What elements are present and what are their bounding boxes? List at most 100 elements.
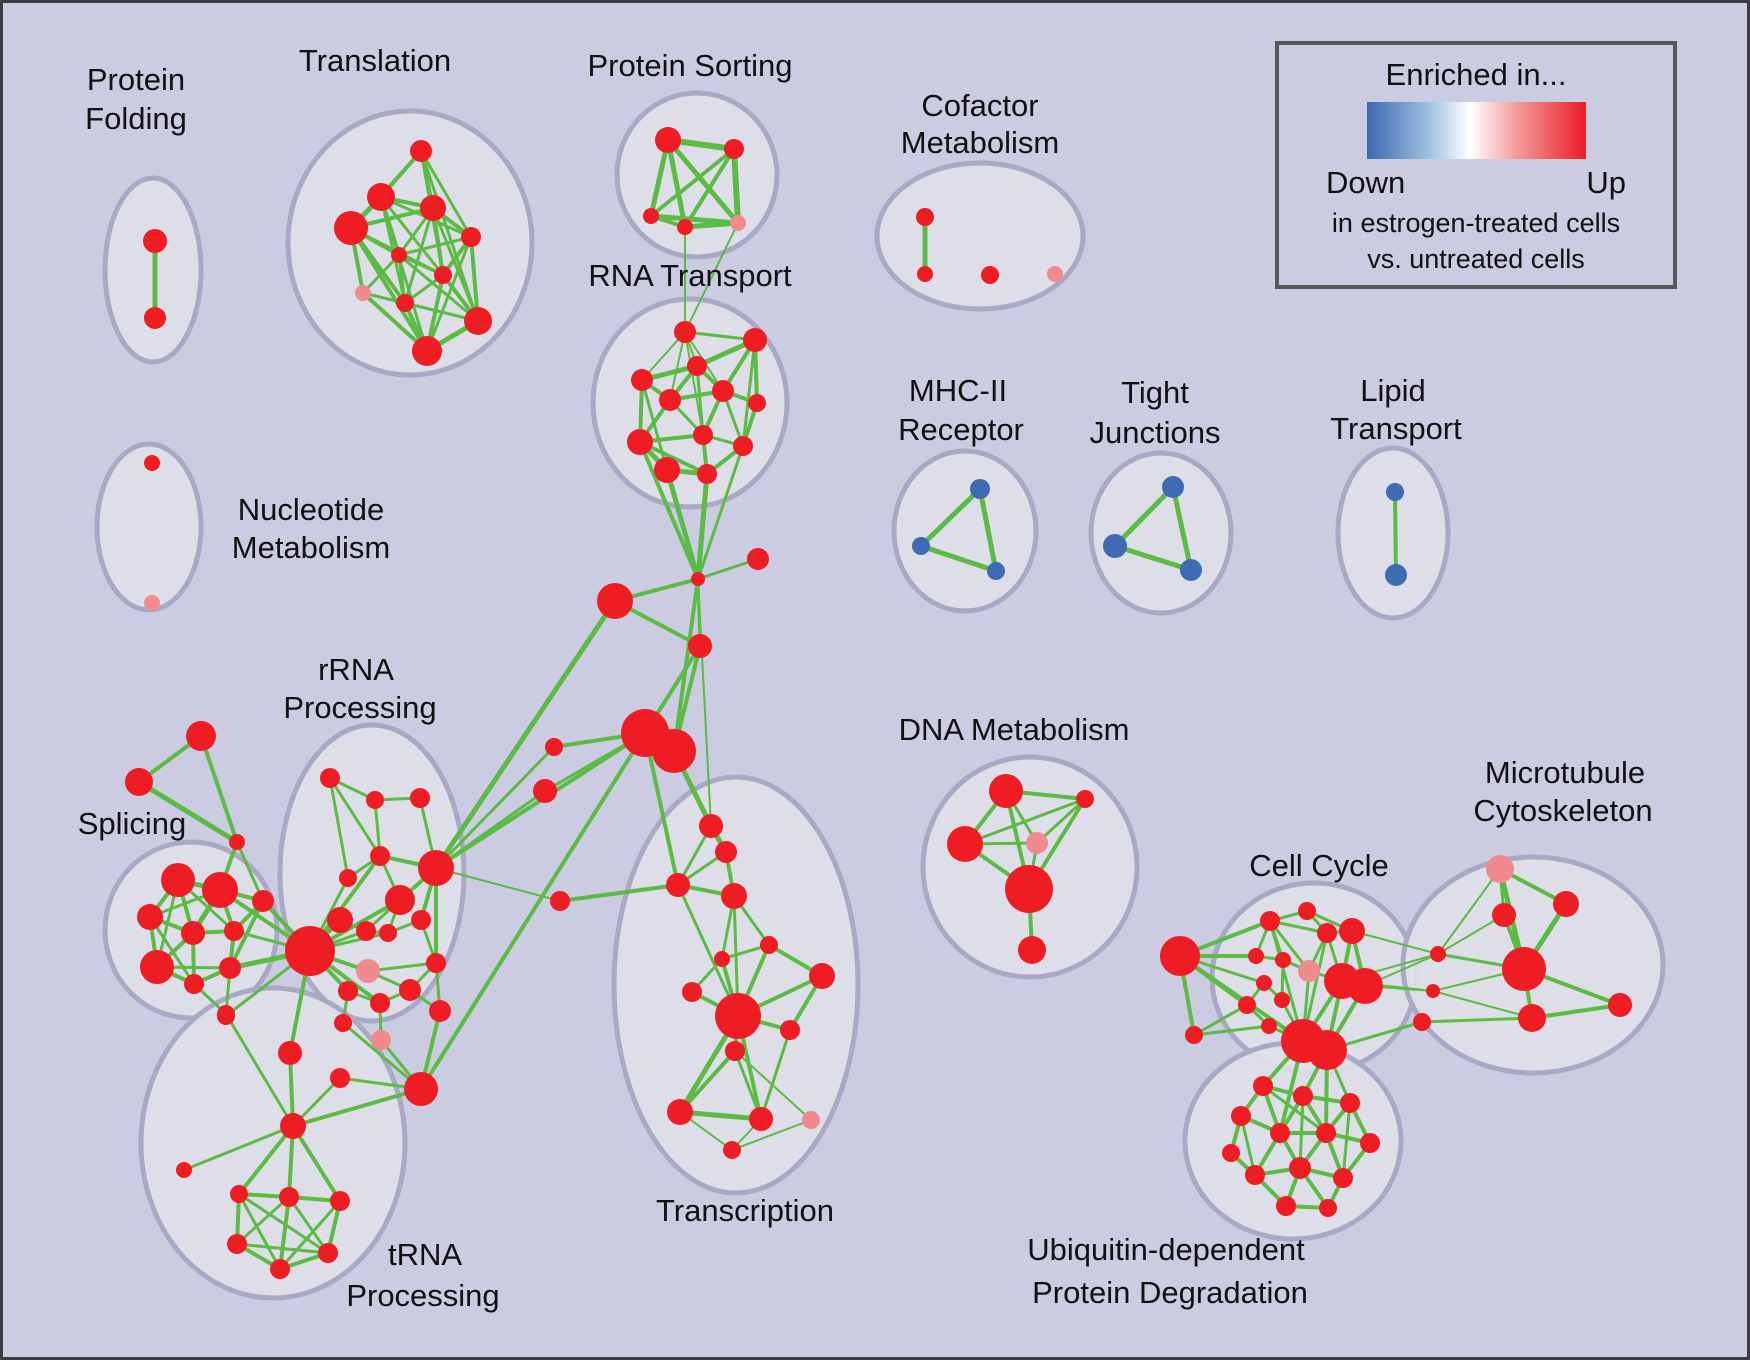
node-r14: [370, 993, 390, 1013]
edge-t1-t10: [419, 149, 480, 323]
edge-tn3-tn5: [235, 1195, 291, 1246]
node-tc5: [714, 951, 730, 967]
node-tn7: [318, 1243, 338, 1263]
node-pf2: [144, 307, 166, 329]
cluster-label-dna-metabolism: DNA Metabolism: [899, 712, 1130, 747]
edge-c2-c14: [1192, 1003, 1249, 1037]
node-tc10: [780, 1020, 800, 1040]
node-ps4: [677, 219, 693, 235]
node-c7: [1248, 948, 1264, 964]
node-c5: [1317, 923, 1337, 943]
node-r12: [356, 959, 380, 983]
node-u5: [1270, 1123, 1290, 1143]
cluster-label-rrna-processing-line2: Processing: [283, 690, 436, 725]
edge-ps1-ps5: [665, 137, 741, 226]
node-tc2: [715, 841, 737, 863]
edge-rt11-j1: [664, 467, 701, 582]
node-t7: [434, 266, 452, 284]
node-t11: [412, 336, 442, 366]
cluster-label-mhc-ii-receptor-line2: Receptor: [898, 412, 1024, 447]
node-c15: [1261, 1018, 1277, 1034]
node-d2: [1076, 790, 1094, 808]
edge-hs-r6: [434, 745, 556, 870]
node-d3: [947, 826, 983, 862]
edge-r6-mb1: [433, 598, 618, 871]
node-c13: [1274, 992, 1290, 1008]
edge-hub1-tc3: [643, 731, 680, 887]
node-m6: [1430, 946, 1446, 962]
network-canvas: Protein Folding Translation Protein Sorting…: [78, 43, 1666, 1313]
node-d1: [989, 774, 1023, 808]
node-tc8: [682, 982, 702, 1002]
edge-t3-t11: [349, 226, 429, 353]
node-r10: [379, 924, 397, 942]
edge-tc11-tc13: [733, 1049, 763, 1121]
node-rt12: [697, 464, 717, 484]
node-rt7: [748, 394, 766, 412]
cluster-label-microtubule-cytoskeleton-line1: Microtubule: [1485, 755, 1645, 790]
edge-ps2-ps5: [731, 146, 741, 226]
node-t4: [420, 195, 446, 221]
node-t9: [396, 294, 414, 312]
node-t5: [461, 227, 481, 247]
node-r16: [426, 953, 446, 973]
node-sp3: [137, 904, 163, 930]
edge-ps1-ps4: [665, 137, 688, 230]
edge-mh1-mh2: [918, 486, 983, 549]
node-tc15: [723, 1141, 741, 1159]
cluster-label-cofactor-metabolism-line2: Metabolism: [901, 125, 1060, 160]
node-sp8: [219, 957, 241, 979]
node-u7: [1360, 1133, 1380, 1153]
node-rt9: [627, 429, 653, 455]
edge-tj1-tj3: [1170, 484, 1194, 573]
edge-t6-t8: [361, 253, 401, 295]
cluster-label-rrna-processing-line1: rRNA: [318, 652, 394, 687]
node-tc6: [760, 936, 778, 954]
cluster-label-microtubule-cytoskeleton-line2: Cytoskeleton: [1473, 793, 1652, 828]
node-c6: [1339, 918, 1365, 944]
legend-color-gradient: [1366, 102, 1586, 159]
node-rt10: [733, 436, 753, 456]
node-rt11: [654, 457, 680, 483]
cluster-label-mhc-ii-receptor-line1: MHC-II: [909, 373, 1007, 408]
cluster-ellipse-mhc-ii-receptor: [891, 448, 1039, 614]
node-sp5: [224, 921, 244, 941]
edge-r1-r5: [328, 776, 350, 880]
legend-down-label: Down: [1326, 165, 1406, 200]
node-u11: [1333, 1168, 1353, 1188]
node-hs: [545, 738, 563, 756]
cluster-label-cell-cycle: Cell Cycle: [1249, 848, 1389, 883]
legend-subtitle-line2: vs. untreated cells: [1367, 244, 1585, 274]
node-r5: [339, 869, 357, 887]
node-u4: [1340, 1093, 1360, 1113]
cluster-ellipse-lipid-transport: [1335, 445, 1451, 621]
node-c8: [1275, 952, 1291, 968]
node-t6: [391, 247, 407, 263]
edge-sp10-th: [224, 1012, 295, 1128]
edge-rt1-rt5: [669, 331, 686, 401]
edge-tn3-tn6: [278, 1195, 291, 1271]
node-ps5: [730, 215, 746, 231]
node-r15: [399, 979, 421, 1001]
node-rt8: [693, 425, 713, 445]
cluster-label-translation: Translation: [299, 43, 451, 78]
legend-box: Enriched in... Down Up in estrogen-treat…: [1275, 41, 1677, 289]
edge-tn2-tn6: [237, 1192, 282, 1271]
node-tn4: [330, 1191, 350, 1211]
node-tc1: [699, 814, 723, 838]
cluster-label-protein-folding-line2: Folding: [85, 101, 187, 136]
cluster-label-ubiquitin-degradation-line1: Ubiquitin-dependent: [1027, 1232, 1305, 1267]
node-tc9: [715, 993, 761, 1039]
node-tc4: [721, 883, 747, 909]
edge-rt12-j1: [695, 471, 710, 582]
edge-c6-m6: [1351, 930, 1439, 955]
cluster-label-tight-junctions-line1: Tight: [1121, 375, 1189, 410]
edge-sf1-sf3: [199, 734, 239, 844]
edge-t5-t11: [425, 235, 473, 353]
edge-m5-m9: [1530, 1003, 1622, 1020]
legend-subtitle-line1: in estrogen-treated cells: [1331, 208, 1621, 238]
edge-tn3-tn7: [287, 1195, 330, 1255]
edge-tc12-tc13: [677, 1109, 764, 1122]
edge-m5-m8: [1420, 1016, 1534, 1024]
node-c9: [1298, 960, 1320, 982]
